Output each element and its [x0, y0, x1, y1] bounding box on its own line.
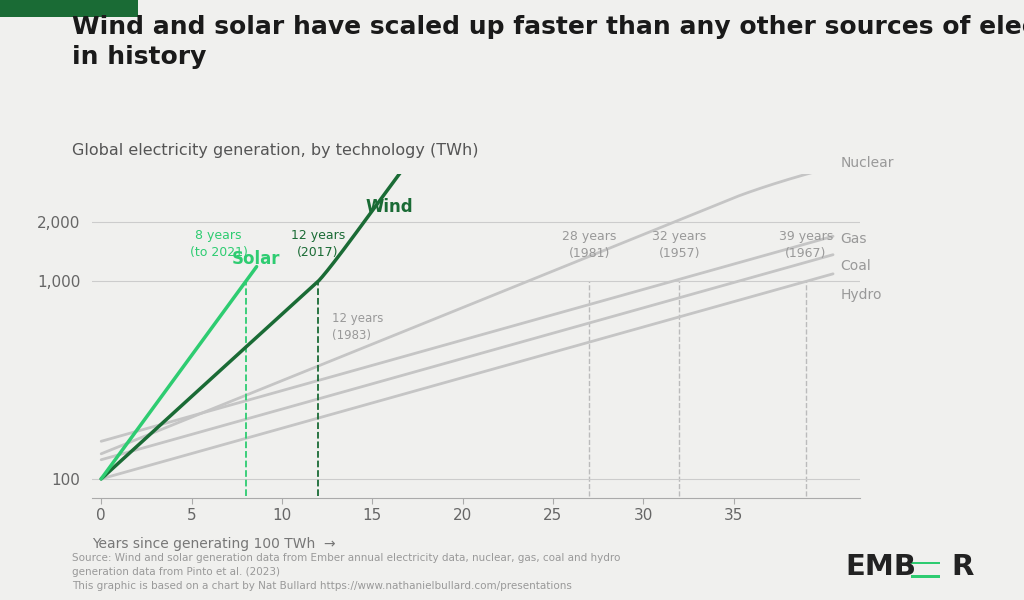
Text: Gas: Gas [841, 232, 866, 246]
Text: R: R [951, 553, 974, 581]
Text: Wind: Wind [365, 198, 413, 216]
Text: Global electricity generation, by technology (TWh): Global electricity generation, by techno… [72, 143, 478, 158]
Text: Hydro: Hydro [841, 288, 882, 302]
Text: Source: Wind and solar generation data from Ember annual electricity data, nucle: Source: Wind and solar generation data f… [72, 553, 621, 591]
Text: EMB: EMB [846, 553, 916, 581]
Text: 8 years
(to 2021): 8 years (to 2021) [189, 229, 248, 259]
Text: Coal: Coal [841, 259, 871, 272]
Text: Nuclear: Nuclear [841, 156, 894, 170]
Text: Wind and solar have scaled up faster than any other sources of electricity
in hi: Wind and solar have scaled up faster tha… [72, 15, 1024, 69]
Text: Solar: Solar [231, 250, 280, 268]
Text: 39 years
(1967): 39 years (1967) [779, 230, 834, 260]
Text: Years since generating 100 TWh  →: Years since generating 100 TWh → [92, 537, 336, 551]
Text: 12 years
(2017): 12 years (2017) [291, 229, 345, 259]
Text: 12 years
(1983): 12 years (1983) [333, 312, 384, 342]
Text: 32 years
(1957): 32 years (1957) [652, 230, 707, 260]
Text: 28 years
(1981): 28 years (1981) [562, 230, 616, 260]
